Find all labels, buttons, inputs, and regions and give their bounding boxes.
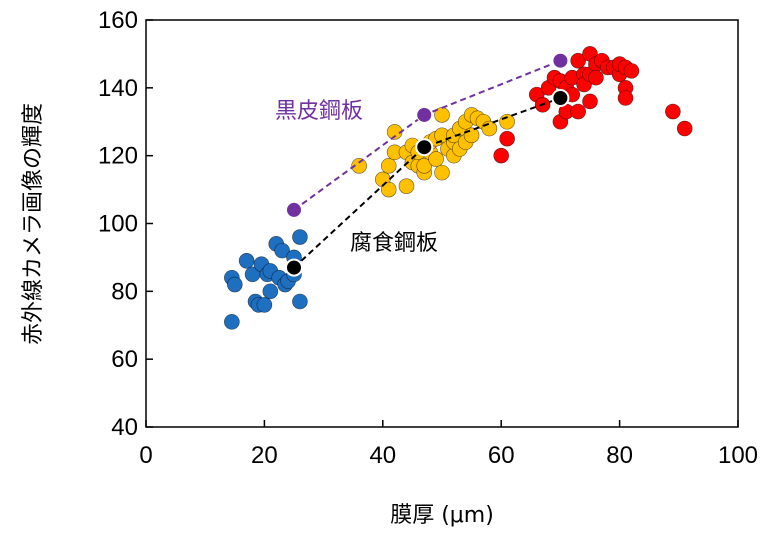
data-point — [292, 229, 308, 245]
data-point — [481, 120, 498, 137]
data-point — [238, 253, 255, 269]
data-point — [499, 130, 515, 147]
data-point — [256, 297, 273, 313]
data-point — [351, 158, 367, 174]
series-label-fushoku: 腐食鋼板 — [350, 231, 438, 256]
axes: 40 60 80 100 120 140 160 0 20 40 60 80 100 — [98, 7, 758, 469]
axis-labels: 膜厚 (μm) 赤外線カメラ画像の輝度 — [21, 103, 494, 528]
data-point — [227, 276, 243, 293]
data-point — [416, 158, 433, 174]
data-point — [582, 93, 598, 110]
data-point — [224, 314, 240, 330]
series-label-kurokawa: 黒皮鋼板 — [275, 99, 363, 124]
x-tick-label: 20 — [251, 442, 278, 469]
series-point — [552, 52, 569, 69]
x-tick-label: 100 — [718, 442, 758, 469]
data-point — [588, 69, 604, 86]
plot-frame — [145, 19, 739, 428]
y-tick-label: 160 — [98, 7, 138, 34]
x-tick-label: 0 — [139, 442, 152, 469]
scatter-points — [224, 46, 693, 330]
y-tick-label: 40 — [111, 414, 138, 441]
data-point — [262, 283, 279, 300]
data-point — [380, 158, 397, 174]
data-point — [665, 103, 681, 120]
series-point — [551, 89, 570, 108]
data-point — [676, 120, 693, 137]
x-tick-label: 80 — [606, 442, 633, 469]
data-point — [274, 242, 290, 259]
data-point — [617, 90, 634, 106]
series-point — [286, 201, 302, 218]
data-point — [493, 147, 510, 164]
data-point — [428, 151, 444, 167]
data-point — [623, 63, 640, 79]
y-tick-label: 80 — [111, 278, 138, 305]
series-line — [293, 97, 561, 269]
x-tick-label: 40 — [369, 442, 396, 469]
series-point — [285, 258, 303, 277]
series-point — [416, 106, 433, 123]
x-axis-title: 膜厚 (μm) — [390, 503, 494, 528]
series-annotations: 黒皮鋼板 腐食鋼板 — [275, 99, 438, 256]
y-tick-label: 100 — [98, 211, 138, 238]
data-point — [434, 164, 450, 181]
data-point — [292, 293, 308, 310]
data-point — [463, 127, 480, 144]
data-point — [570, 52, 586, 69]
y-tick-label: 120 — [98, 143, 138, 170]
data-point — [380, 181, 397, 198]
y-tick-label: 60 — [111, 346, 138, 373]
data-point — [570, 103, 586, 120]
y-axis-title: 赤外線カメラ画像の輝度 — [21, 103, 46, 345]
x-tick-label: 60 — [488, 442, 515, 469]
data-point — [398, 178, 415, 194]
y-tick-label: 140 — [98, 75, 138, 102]
trend-lines — [285, 52, 570, 277]
series-point — [415, 138, 434, 157]
